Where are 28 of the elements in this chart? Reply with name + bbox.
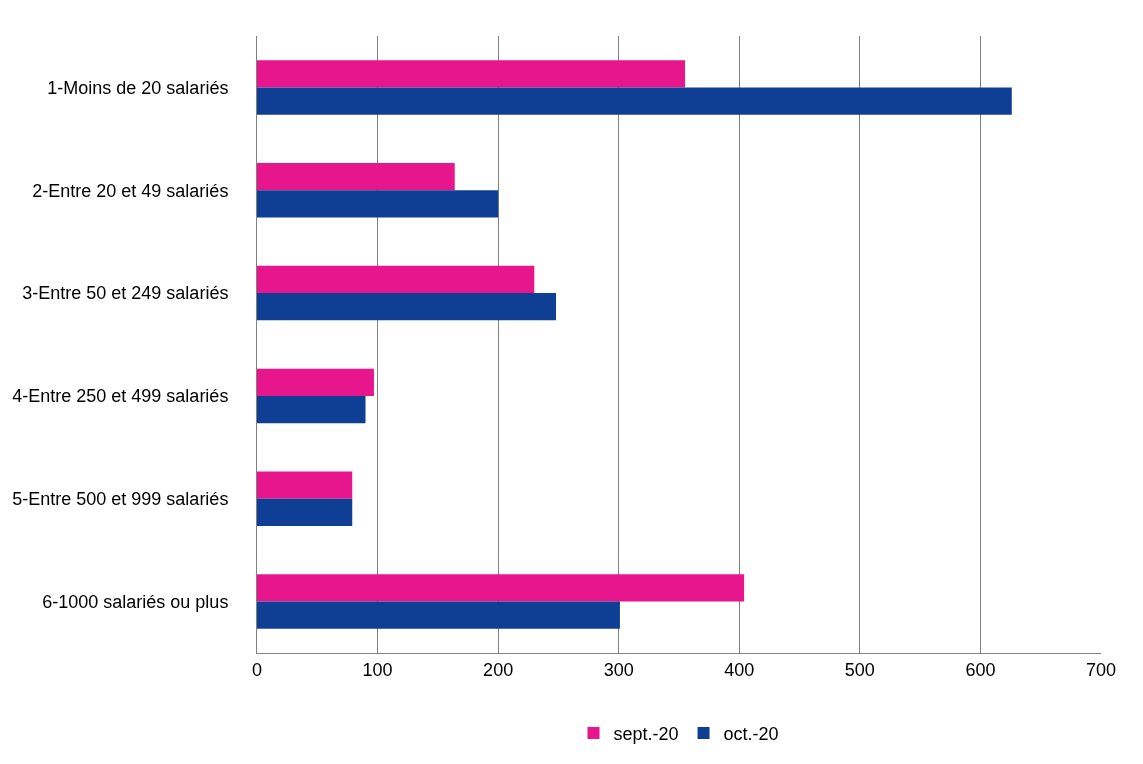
y-tick-label: 5-Entre 500 et 999 salariés bbox=[12, 489, 229, 510]
x-tick-label: 600 bbox=[965, 659, 996, 680]
x-tick-label: 0 bbox=[251, 659, 263, 680]
bar bbox=[257, 368, 374, 396]
bar bbox=[257, 163, 455, 191]
y-tick-label: 1-Moins de 20 salariés bbox=[47, 77, 229, 98]
bar bbox=[257, 574, 745, 602]
y-tick-label: 3-Entre 50 et 249 salariés bbox=[22, 283, 229, 304]
bar bbox=[257, 471, 353, 499]
y-tick-label: 2-Entre 20 et 49 salariés bbox=[32, 180, 229, 201]
bar bbox=[257, 395, 366, 424]
bar bbox=[257, 265, 535, 294]
x-tick-label: 500 bbox=[844, 659, 875, 680]
x-tick-label: 300 bbox=[603, 659, 634, 680]
bar bbox=[257, 293, 557, 321]
y-tick-label: 6-1000 salariés ou plus bbox=[42, 591, 229, 612]
x-tick-label: 100 bbox=[362, 659, 393, 680]
bar bbox=[257, 601, 620, 629]
legend-label: sept.-20 bbox=[613, 723, 679, 744]
y-tick-label: 4-Entre 250 et 499 salariés bbox=[12, 386, 229, 407]
x-tick-label: 700 bbox=[1085, 659, 1117, 680]
x-tick-label: 200 bbox=[483, 659, 514, 680]
bar bbox=[257, 60, 686, 88]
bar bbox=[257, 87, 1012, 115]
legend-label: oct.-20 bbox=[723, 723, 779, 744]
bar bbox=[257, 498, 353, 526]
x-tick-label: 400 bbox=[724, 659, 755, 680]
bar bbox=[257, 190, 499, 218]
